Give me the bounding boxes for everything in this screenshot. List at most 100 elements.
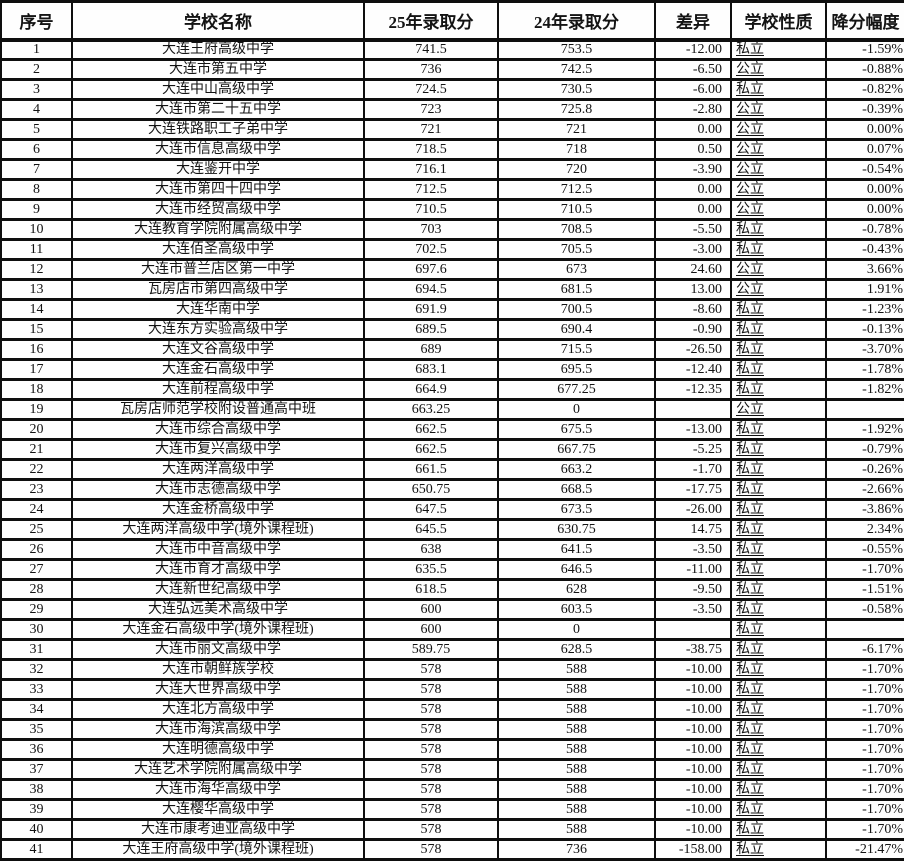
cell-diff bbox=[654, 398, 732, 421]
cell-diff: 0.00 bbox=[654, 178, 732, 201]
school-type-link[interactable]: 公立 bbox=[736, 401, 764, 417]
school-type-link[interactable]: 私立 bbox=[736, 241, 764, 257]
school-type-link[interactable]: 私立 bbox=[736, 761, 764, 777]
cell-score25: 578 bbox=[363, 658, 499, 681]
cell-name: 大连中山高级中学 bbox=[71, 78, 365, 101]
cell-type: 私立 bbox=[730, 738, 827, 761]
cell-pct bbox=[825, 398, 904, 421]
school-type-link[interactable]: 私立 bbox=[736, 721, 764, 737]
school-type-link[interactable]: 私立 bbox=[736, 221, 764, 237]
cell-index: 36 bbox=[0, 738, 73, 761]
cell-score24: 725.8 bbox=[497, 98, 656, 121]
school-type-link[interactable]: 私立 bbox=[736, 521, 764, 537]
school-type-link[interactable]: 私立 bbox=[736, 661, 764, 677]
cell-score24: 641.5 bbox=[497, 538, 656, 561]
cell-diff: -38.75 bbox=[654, 638, 732, 661]
table-row: 20 大连市综合高级中学 662.5 675.5 -13.00 私立 -1.92% bbox=[0, 418, 904, 441]
column-header-index: 序号 bbox=[0, 0, 73, 42]
school-type-link[interactable]: 私立 bbox=[736, 621, 764, 637]
cell-score25: 718.5 bbox=[363, 138, 499, 161]
cell-score25: 710.5 bbox=[363, 198, 499, 221]
school-type-link[interactable]: 私立 bbox=[736, 841, 764, 857]
school-type-link[interactable]: 公立 bbox=[736, 121, 764, 137]
cell-score25: 578 bbox=[363, 778, 499, 801]
cell-name: 大连弘远美术高级中学 bbox=[71, 598, 365, 621]
cell-index: 21 bbox=[0, 438, 73, 461]
cell-score24: 646.5 bbox=[497, 558, 656, 581]
school-type-link[interactable]: 私立 bbox=[736, 501, 764, 517]
school-type-link[interactable]: 私立 bbox=[736, 361, 764, 377]
cell-index: 1 bbox=[0, 38, 73, 61]
table-row: 6 大连市信息高级中学 718.5 718 0.50 公立 0.07% bbox=[0, 138, 904, 161]
cell-score24: 603.5 bbox=[497, 598, 656, 621]
table-row: 26 大连市中音高级中学 638 641.5 -3.50 私立 -0.55% bbox=[0, 538, 904, 561]
cell-score25: 578 bbox=[363, 698, 499, 721]
cell-type: 私立 bbox=[730, 298, 827, 321]
school-type-link[interactable]: 公立 bbox=[736, 61, 764, 77]
school-type-link[interactable]: 私立 bbox=[736, 381, 764, 397]
school-type-link[interactable]: 私立 bbox=[736, 301, 764, 317]
cell-diff: -13.00 bbox=[654, 418, 732, 441]
school-type-link[interactable]: 私立 bbox=[736, 601, 764, 617]
school-type-link[interactable]: 公立 bbox=[736, 101, 764, 117]
school-type-link[interactable]: 私立 bbox=[736, 801, 764, 817]
school-type-link[interactable]: 私立 bbox=[736, 541, 764, 557]
school-type-link[interactable]: 私立 bbox=[736, 581, 764, 597]
cell-score25: 600 bbox=[363, 618, 499, 641]
table-row: 36 大连明德高级中学 578 588 -10.00 私立 -1.70% bbox=[0, 738, 904, 761]
cell-score25: 578 bbox=[363, 818, 499, 841]
school-type-link[interactable]: 私立 bbox=[736, 321, 764, 337]
school-type-link[interactable]: 私立 bbox=[736, 641, 764, 657]
table-row: 29 大连弘远美术高级中学 600 603.5 -3.50 私立 -0.58% bbox=[0, 598, 904, 621]
school-type-link[interactable]: 私立 bbox=[736, 81, 764, 97]
table-row: 40 大连市康考迪亚高级中学 578 588 -10.00 私立 -1.70% bbox=[0, 818, 904, 841]
school-type-link[interactable]: 私立 bbox=[736, 461, 764, 477]
cell-name: 大连市志德高级中学 bbox=[71, 478, 365, 501]
cell-pct: -1.70% bbox=[825, 678, 904, 701]
cell-index: 24 bbox=[0, 498, 73, 521]
school-type-link[interactable]: 私立 bbox=[736, 341, 764, 357]
school-type-link[interactable]: 私立 bbox=[736, 701, 764, 717]
school-type-link[interactable]: 公立 bbox=[736, 161, 764, 177]
school-type-link[interactable]: 私立 bbox=[736, 41, 764, 57]
school-type-link[interactable]: 私立 bbox=[736, 741, 764, 757]
cell-score25: 578 bbox=[363, 758, 499, 781]
cell-pct bbox=[825, 618, 904, 641]
cell-type: 私立 bbox=[730, 558, 827, 581]
cell-score24: 718 bbox=[497, 138, 656, 161]
cell-type: 私立 bbox=[730, 358, 827, 381]
school-type-link[interactable]: 公立 bbox=[736, 141, 764, 157]
school-type-link[interactable]: 私立 bbox=[736, 421, 764, 437]
school-type-link[interactable]: 公立 bbox=[736, 281, 764, 297]
cell-diff: -10.00 bbox=[654, 718, 732, 741]
school-type-link[interactable]: 公立 bbox=[736, 181, 764, 197]
school-type-link[interactable]: 私立 bbox=[736, 441, 764, 457]
school-type-link[interactable]: 私立 bbox=[736, 561, 764, 577]
table-row: 1 大连王府高级中学 741.5 753.5 -12.00 私立 -1.59% bbox=[0, 38, 904, 61]
table-row: 14 大连华南中学 691.9 700.5 -8.60 私立 -1.23% bbox=[0, 298, 904, 321]
school-type-link[interactable]: 私立 bbox=[736, 781, 764, 797]
table-row: 27 大连市育才高级中学 635.5 646.5 -11.00 私立 -1.70% bbox=[0, 558, 904, 581]
cell-type: 私立 bbox=[730, 78, 827, 101]
cell-index: 17 bbox=[0, 358, 73, 381]
cell-name: 大连明德高级中学 bbox=[71, 738, 365, 761]
cell-score25: 662.5 bbox=[363, 438, 499, 461]
cell-index: 15 bbox=[0, 318, 73, 341]
table-row: 19 瓦房店师范学校附设普通高中班 663.25 0 公立 bbox=[0, 398, 904, 421]
school-type-link[interactable]: 公立 bbox=[736, 201, 764, 217]
cell-type: 私立 bbox=[730, 678, 827, 701]
cell-name: 大连市信息高级中学 bbox=[71, 138, 365, 161]
cell-pct: -1.78% bbox=[825, 358, 904, 381]
cell-name: 大连金桥高级中学 bbox=[71, 498, 365, 521]
cell-score25: 578 bbox=[363, 738, 499, 761]
table-row: 37 大连艺术学院附属高级中学 578 588 -10.00 私立 -1.70% bbox=[0, 758, 904, 781]
cell-score25: 589.75 bbox=[363, 638, 499, 661]
school-type-link[interactable]: 私立 bbox=[736, 821, 764, 837]
cell-pct: -1.92% bbox=[825, 418, 904, 441]
school-type-link[interactable]: 私立 bbox=[736, 681, 764, 697]
cell-pct: -0.88% bbox=[825, 58, 904, 81]
cell-type: 私立 bbox=[730, 498, 827, 521]
school-type-link[interactable]: 私立 bbox=[736, 481, 764, 497]
school-type-link[interactable]: 公立 bbox=[736, 261, 764, 277]
table-row: 30 大连金石高级中学(境外课程班) 600 0 私立 bbox=[0, 618, 904, 641]
